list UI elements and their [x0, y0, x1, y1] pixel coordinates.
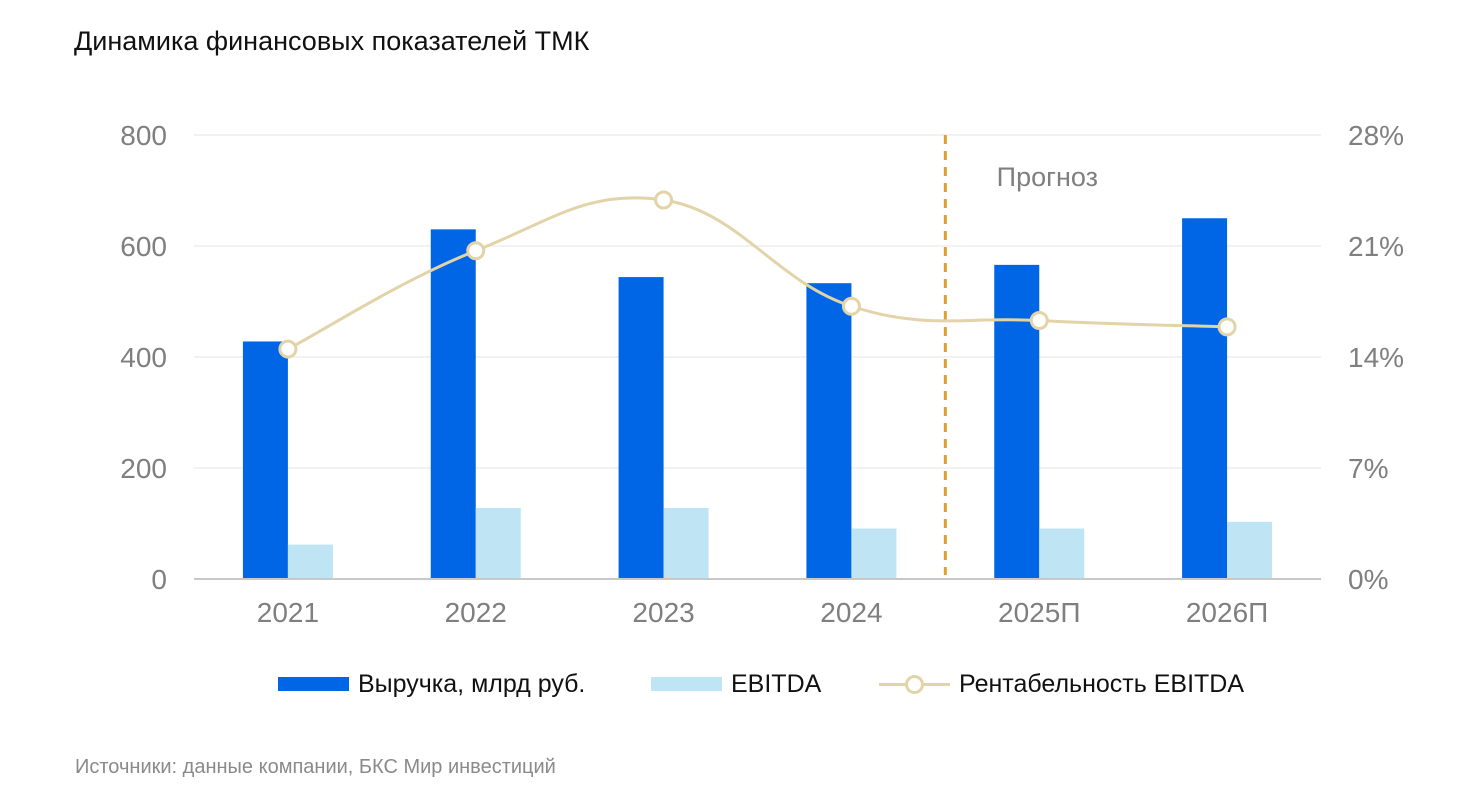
x-tick-label: 2025П	[998, 597, 1080, 628]
y-right-tick-label: 14%	[1348, 342, 1404, 373]
bar-ebitda	[475, 507, 521, 579]
y-axis-left: 0 200 400 600 800	[120, 120, 167, 595]
forecast-label: Прогноз	[997, 162, 1098, 192]
y-axis-right: 0% 7% 14% 21% 28%	[1348, 120, 1404, 595]
margin-point	[1029, 311, 1049, 331]
source-note: Источники: данные компании, БКС Мир инве…	[75, 756, 556, 778]
margin-point	[466, 241, 486, 261]
x-tick-label: 2023	[632, 597, 694, 628]
bar-ebitda	[287, 544, 333, 579]
bar-revenue	[1182, 218, 1228, 579]
legend-item-margin: Рентабельность EBITDA	[879, 664, 1244, 704]
grid-lines	[194, 134, 1321, 469]
chart-canvas: Прогноз 0 200 400 600 800 0% 7% 14% 21% 28% 2021…	[120, 120, 1404, 628]
x-tick-label: 2024	[820, 597, 882, 628]
y-right-tick-label: 0%	[1348, 564, 1388, 595]
margin-line	[287, 196, 1228, 351]
legend-item-revenue: Выручка, млрд руб.	[278, 664, 585, 704]
y-left-tick-label: 800	[120, 120, 167, 151]
legend: Выручка, млрд руб. EBITDA Рентабельность…	[0, 664, 1475, 704]
x-tick-label: 2026П	[1186, 597, 1268, 628]
bar-ebitda	[663, 507, 709, 579]
margin-point	[654, 190, 674, 210]
legend-swatch-margin	[879, 674, 950, 694]
margin-point	[278, 339, 298, 359]
y-left-tick-label: 400	[120, 342, 167, 373]
y-left-tick-label: 200	[120, 453, 167, 484]
x-tick-label: 2022	[445, 597, 507, 628]
margin-point	[1217, 317, 1237, 337]
legend-label-ebitda: EBITDA	[731, 669, 822, 698]
legend-swatch-revenue	[278, 677, 349, 691]
y-left-tick-label: 600	[120, 231, 167, 262]
bar-revenue	[618, 277, 664, 579]
legend-swatch-ebitda	[651, 677, 722, 691]
forecast-divider-group: Прогноз	[943, 135, 1098, 575]
bar-revenue	[430, 229, 476, 579]
y-left-tick-label: 0	[151, 564, 167, 595]
legend-label-revenue: Выручка, млрд руб.	[358, 669, 586, 698]
legend-label-margin: Рентабельность EBITDA	[959, 669, 1245, 698]
bar-revenue	[994, 264, 1040, 579]
bar-ebitda	[851, 528, 897, 579]
x-axis: 2021 2022 2023 2024 2025П 2026П	[194, 578, 1321, 628]
bars	[242, 218, 1273, 579]
y-right-tick-label: 7%	[1348, 453, 1388, 484]
legend-item-ebitda: EBITDA	[651, 664, 821, 704]
margin-line-group	[278, 190, 1237, 359]
bar-ebitda	[1039, 528, 1085, 579]
margin-point	[841, 296, 861, 316]
bar-revenue	[806, 283, 852, 579]
y-right-tick-label: 28%	[1348, 120, 1404, 151]
chart-title: Динамика финансовых показателей ТМК	[74, 26, 590, 56]
x-tick-label: 2021	[257, 597, 319, 628]
bar-ebitda	[1227, 521, 1273, 579]
bar-revenue	[242, 341, 288, 579]
y-right-tick-label: 21%	[1348, 231, 1404, 262]
